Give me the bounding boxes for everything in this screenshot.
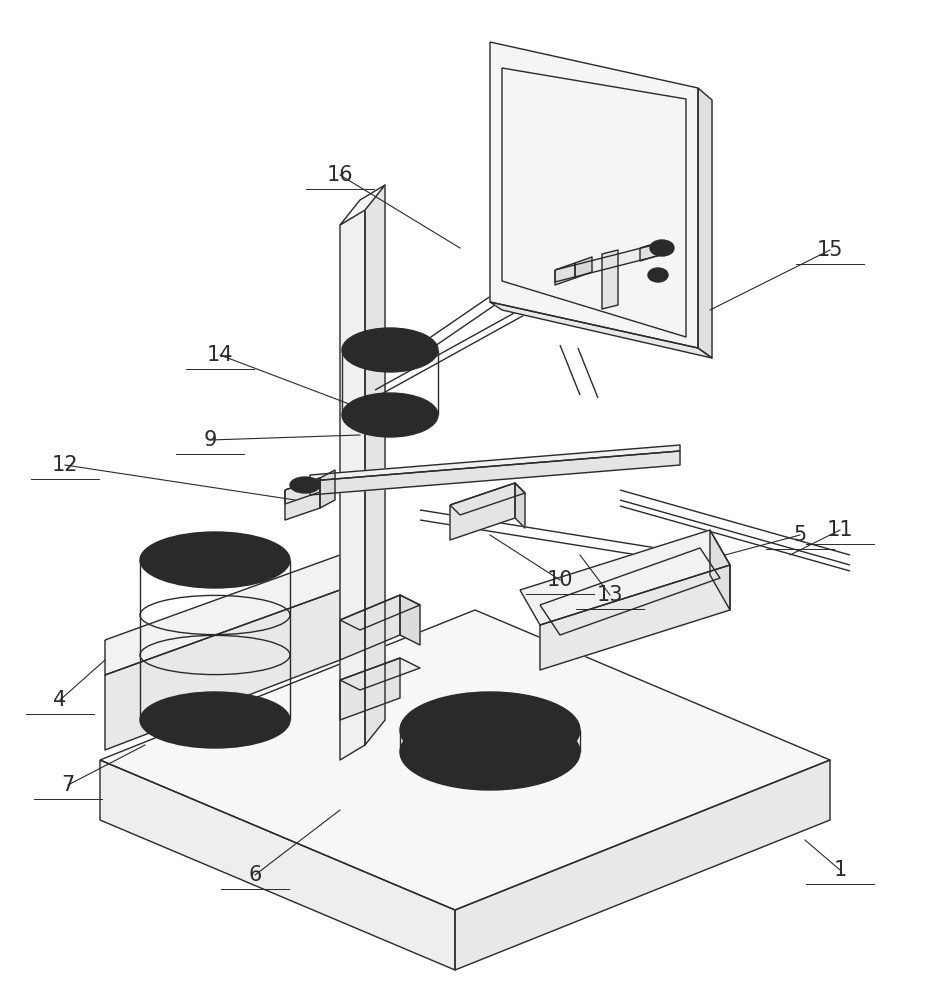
Polygon shape	[340, 595, 400, 660]
Text: 9: 9	[204, 430, 216, 450]
Polygon shape	[310, 451, 680, 495]
Ellipse shape	[140, 532, 290, 588]
Polygon shape	[100, 760, 455, 970]
Ellipse shape	[648, 268, 668, 282]
Text: 14: 14	[207, 345, 233, 365]
Polygon shape	[602, 250, 618, 309]
Ellipse shape	[436, 707, 544, 753]
Polygon shape	[105, 555, 340, 675]
Polygon shape	[490, 302, 712, 358]
Text: 1: 1	[833, 860, 846, 880]
Text: 10: 10	[547, 570, 574, 590]
Polygon shape	[640, 242, 660, 261]
Ellipse shape	[290, 477, 320, 493]
Text: 12: 12	[52, 455, 79, 475]
Polygon shape	[555, 242, 665, 282]
Text: 4: 4	[54, 690, 67, 710]
Polygon shape	[340, 210, 365, 760]
Ellipse shape	[342, 393, 438, 437]
Polygon shape	[340, 595, 420, 630]
Polygon shape	[400, 595, 420, 645]
Polygon shape	[540, 565, 730, 670]
Polygon shape	[105, 590, 340, 750]
Text: 6: 6	[248, 865, 262, 885]
Ellipse shape	[140, 692, 290, 748]
Ellipse shape	[400, 714, 580, 790]
Polygon shape	[698, 88, 712, 358]
Polygon shape	[710, 530, 730, 610]
Polygon shape	[340, 658, 400, 720]
Polygon shape	[520, 530, 730, 625]
Text: 15: 15	[817, 240, 844, 260]
Ellipse shape	[650, 240, 674, 256]
Polygon shape	[285, 478, 320, 504]
Ellipse shape	[166, 542, 264, 578]
Ellipse shape	[436, 729, 544, 775]
Polygon shape	[555, 263, 575, 285]
Ellipse shape	[342, 328, 438, 372]
Text: 5: 5	[794, 525, 807, 545]
Text: 11: 11	[827, 520, 853, 540]
Polygon shape	[340, 185, 385, 225]
Polygon shape	[575, 257, 592, 278]
Polygon shape	[450, 483, 525, 515]
Ellipse shape	[400, 692, 580, 768]
Text: 16: 16	[327, 165, 353, 185]
Polygon shape	[320, 470, 335, 508]
Polygon shape	[365, 185, 385, 745]
Text: 13: 13	[597, 585, 623, 605]
Polygon shape	[340, 658, 420, 690]
Polygon shape	[310, 445, 680, 481]
Polygon shape	[490, 42, 698, 348]
Polygon shape	[285, 478, 320, 520]
Polygon shape	[515, 483, 525, 528]
Polygon shape	[455, 760, 830, 970]
Polygon shape	[450, 483, 515, 540]
Text: 7: 7	[61, 775, 75, 795]
Polygon shape	[100, 610, 830, 910]
